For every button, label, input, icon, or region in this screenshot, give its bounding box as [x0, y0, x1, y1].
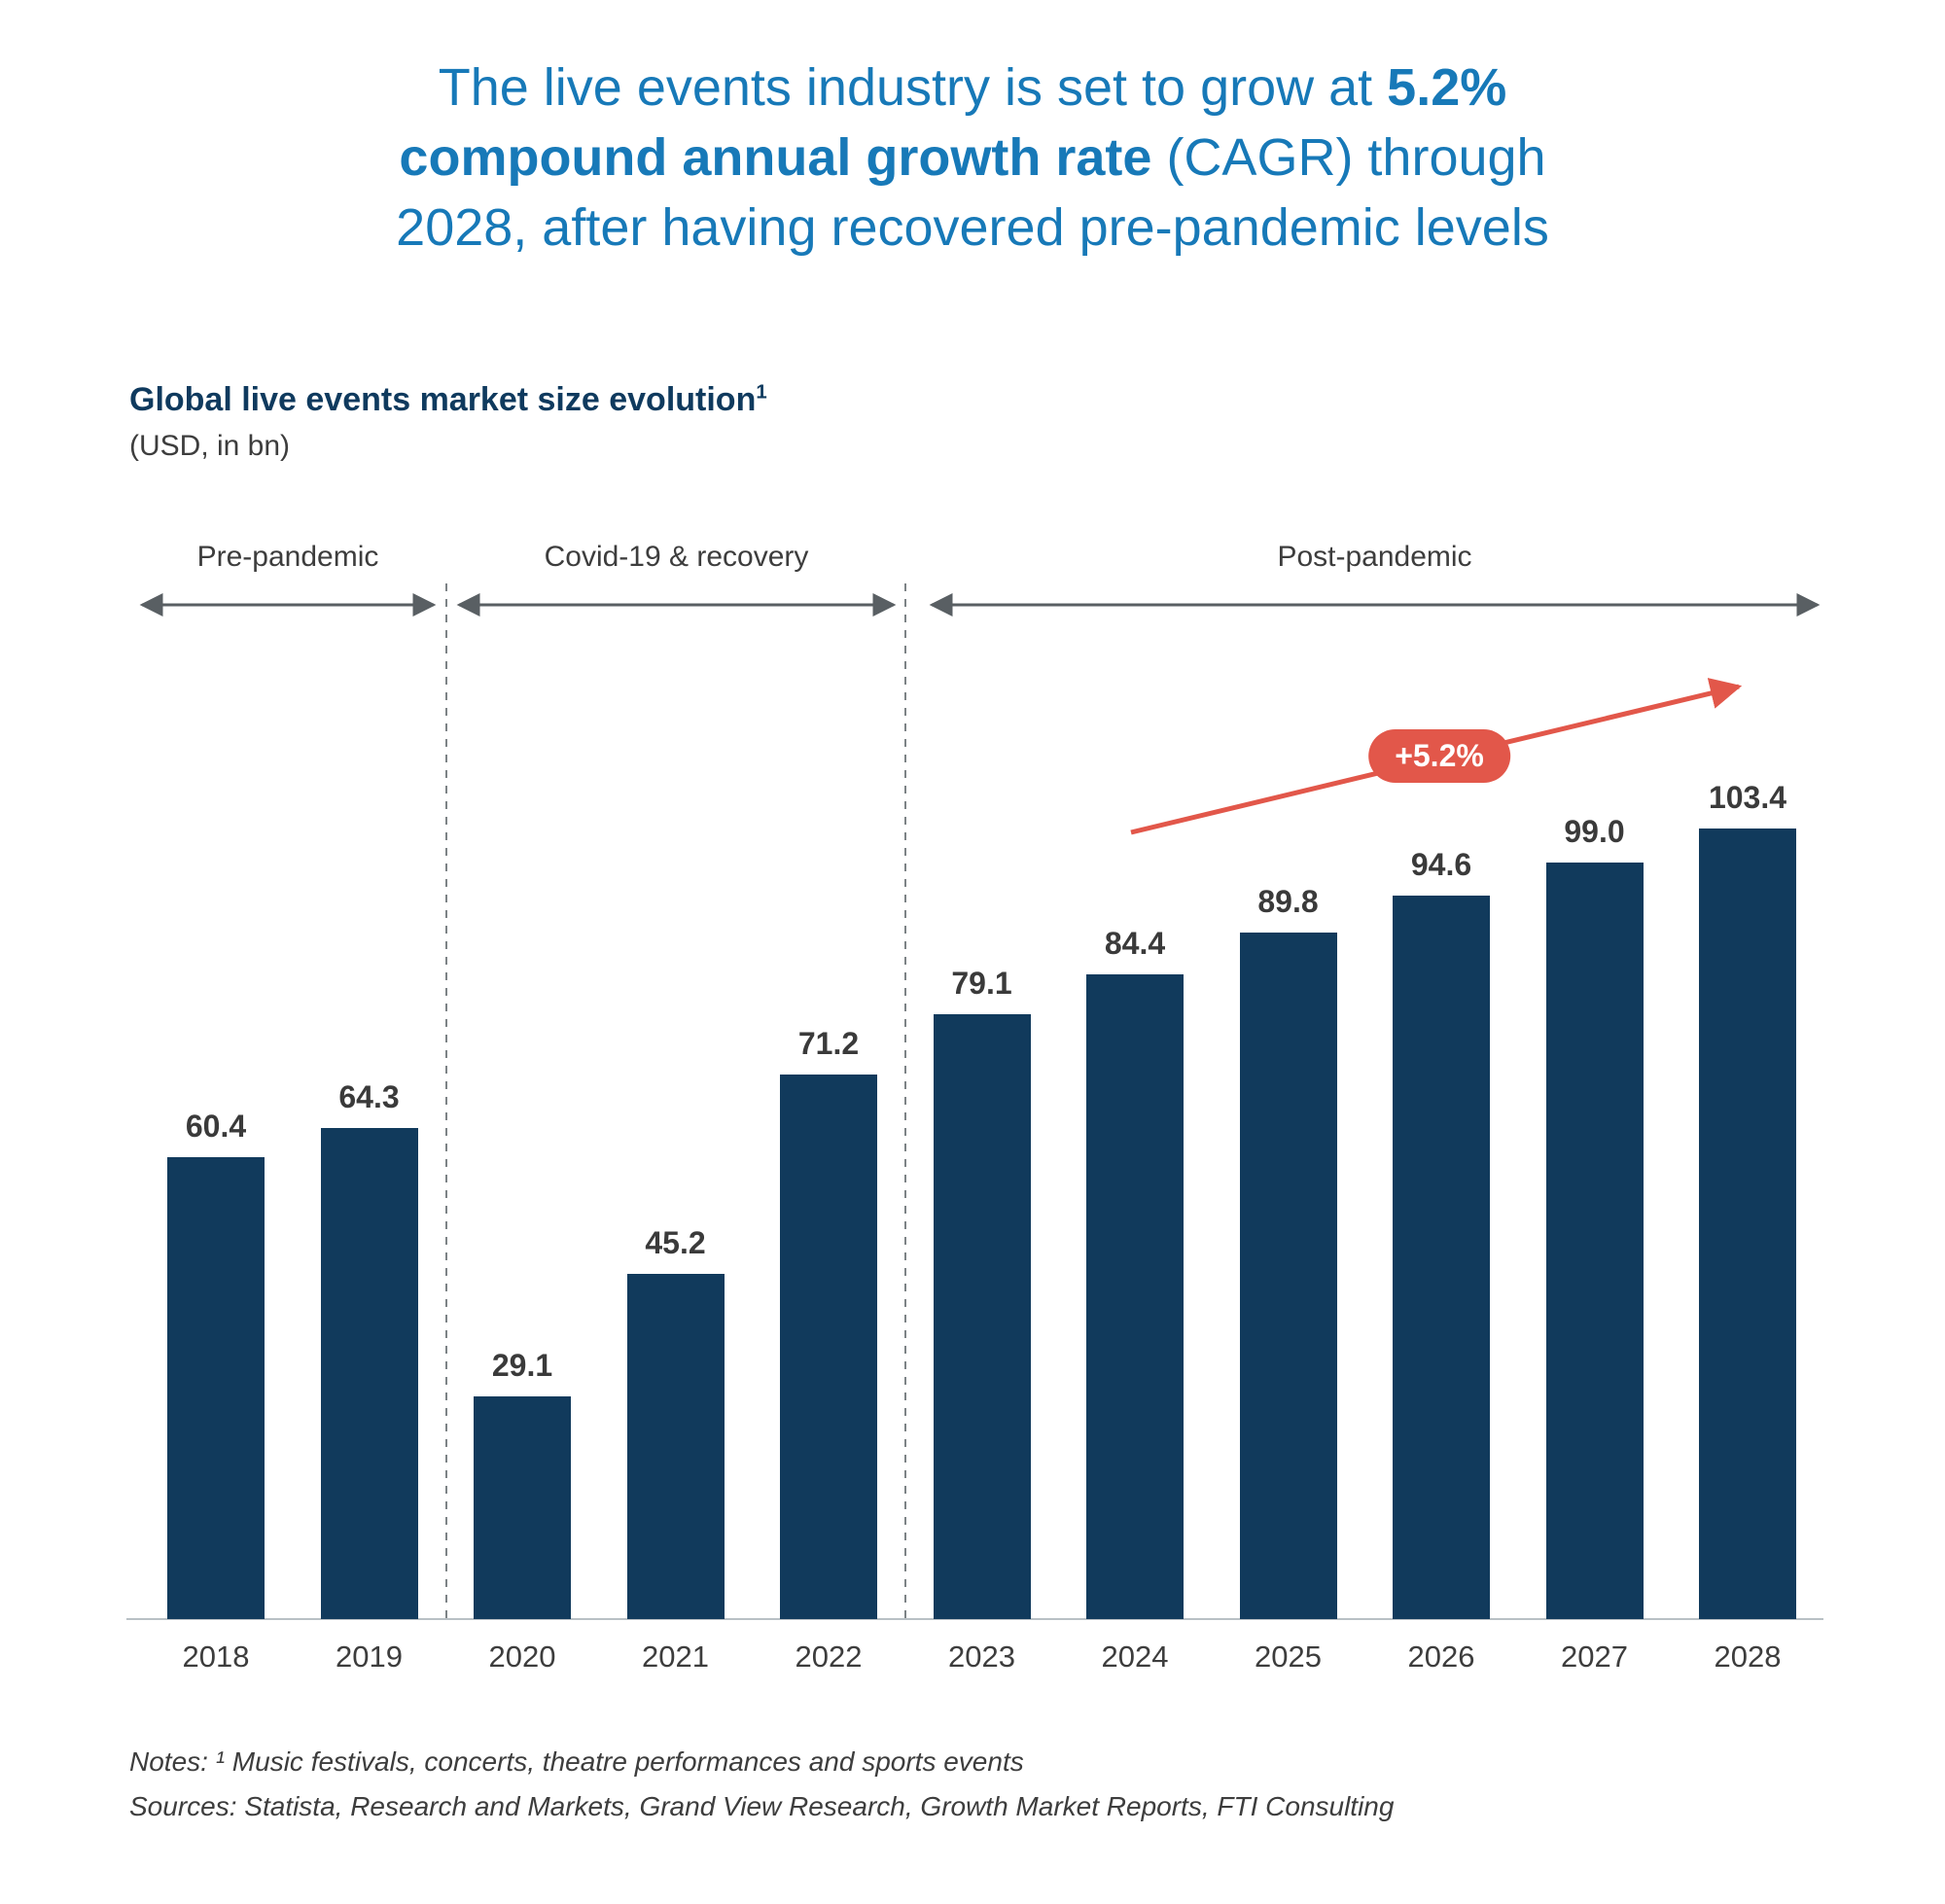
bar-value-2021: 45.2	[645, 1225, 706, 1260]
x-axis-label-2020: 2020	[488, 1640, 556, 1674]
bar-2025	[1239, 933, 1337, 1619]
page-title-line: 2028, after having recovered pre-pandemi…	[396, 198, 1549, 257]
page-title: The live events industry is set to grow …	[0, 53, 1945, 263]
bar-2024	[1086, 974, 1184, 1619]
bar-value-2023: 79.1	[951, 966, 1012, 1001]
cagr-badge: +5.2%	[1368, 729, 1510, 783]
x-axis-label-2026: 2026	[1407, 1640, 1475, 1674]
period-label-post-pandemic: Post-pandemic	[1277, 541, 1472, 573]
bar-value-2028: 103.4	[1708, 780, 1787, 815]
x-axis-label-2019: 2019	[336, 1640, 403, 1674]
bar-value-2027: 99.0	[1564, 814, 1625, 849]
footnote-sources: Sources: Statista, Research and Markets,…	[129, 1791, 1395, 1821]
x-axis-label-2023: 2023	[948, 1640, 1015, 1674]
chart-heading-text: Global live events market size evolution	[129, 381, 757, 418]
bar-value-2022: 71.2	[797, 1026, 860, 1061]
bar-value-2020: 29.1	[491, 1348, 553, 1383]
chart-heading-footnote-marker: 1	[756, 381, 767, 404]
bar-value-2024: 84.4	[1104, 926, 1166, 961]
x-axis-label-2018: 2018	[182, 1640, 250, 1674]
x-axis-label-2027: 2027	[1561, 1640, 1628, 1674]
bar-2021	[626, 1274, 725, 1619]
bar-2020	[474, 1396, 571, 1619]
bar-2026	[1393, 896, 1490, 1619]
bar-2023	[933, 1014, 1031, 1619]
x-axis-label-2028: 2028	[1714, 1640, 1782, 1674]
page-title-line: The live events industry is set to grow …	[438, 58, 1507, 117]
bar-2019	[320, 1128, 418, 1619]
bar-value-2018: 60.4	[185, 1109, 247, 1144]
period-label-covid-recovery: Covid-19 & recovery	[544, 541, 809, 573]
chart-heading: Global live events market size evolution…	[129, 381, 767, 419]
chart-subtitle: (USD, in bn)	[129, 430, 291, 462]
bar-2018	[167, 1157, 265, 1619]
period-label-pre-pandemic: Pre-pandemic	[196, 541, 379, 573]
bar-2028	[1699, 829, 1796, 1619]
bar-2027	[1545, 863, 1644, 1619]
x-axis-label-2025: 2025	[1255, 1640, 1322, 1674]
x-axis-label-2021: 2021	[642, 1640, 709, 1674]
page-title-line: compound annual growth rate (CAGR) throu…	[399, 128, 1546, 187]
x-axis-label-2022: 2022	[795, 1640, 863, 1674]
footnote-notes: Notes: ¹ Music festivals, concerts, thea…	[129, 1746, 1024, 1777]
bar-2022	[780, 1075, 877, 1619]
bar-value-2019: 64.3	[338, 1079, 400, 1114]
x-axis-label-2024: 2024	[1101, 1640, 1169, 1674]
bar-value-2026: 94.6	[1410, 847, 1472, 882]
bar-value-2025: 89.8	[1257, 884, 1319, 919]
